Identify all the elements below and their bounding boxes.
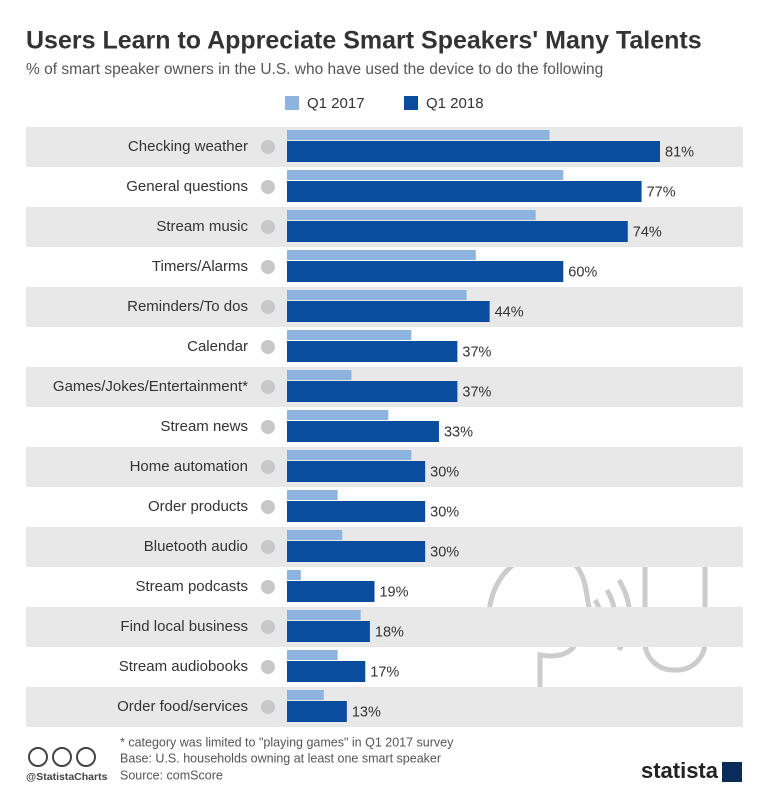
- legend-swatch: [404, 96, 418, 110]
- bar: [287, 541, 426, 562]
- category-icon: [261, 700, 275, 714]
- category-icon: [261, 500, 275, 514]
- category-label: Home automation: [130, 458, 248, 475]
- bar: [287, 341, 458, 362]
- category-label: Calendar: [187, 338, 248, 355]
- bar: [287, 570, 301, 580]
- value-label: 30%: [430, 504, 459, 520]
- bar: [287, 181, 642, 202]
- category-icon: [261, 460, 275, 474]
- bar: [287, 261, 564, 282]
- base-note: Base: U.S. households owning at least on…: [120, 751, 441, 765]
- bar: [287, 370, 352, 380]
- source: Source: comScore: [120, 768, 223, 782]
- value-label: 33%: [444, 424, 473, 440]
- value-label: 37%: [462, 344, 491, 360]
- bar: [287, 381, 458, 402]
- category-label: Checking weather: [128, 138, 248, 155]
- legend-swatch: [285, 96, 299, 110]
- bar: [287, 501, 426, 522]
- bar: [287, 610, 361, 620]
- bar: [287, 410, 389, 420]
- bar: [287, 330, 412, 340]
- row-band: [26, 687, 743, 727]
- category-icon: [261, 540, 275, 554]
- category-label: Games/Jokes/Entertainment*: [53, 378, 248, 395]
- bar: [287, 170, 564, 180]
- category-label: Order products: [148, 498, 248, 515]
- bar: [287, 301, 490, 322]
- license-icons: [28, 747, 96, 767]
- legend-label: Q1 2018: [426, 95, 484, 112]
- value-label: 37%: [462, 384, 491, 400]
- category-icon: [261, 180, 275, 194]
- bar: [287, 450, 412, 460]
- value-label: 30%: [430, 464, 459, 480]
- bar: [287, 290, 467, 300]
- category-label: Bluetooth audio: [144, 538, 248, 555]
- bar: [287, 690, 324, 700]
- bar: [287, 421, 439, 442]
- bar: [287, 210, 536, 220]
- bar: [287, 650, 338, 660]
- credit: @StatistaCharts: [26, 771, 108, 783]
- bar: [287, 141, 661, 162]
- category-icon: [261, 340, 275, 354]
- bar: [287, 461, 426, 482]
- category-label: Timers/Alarms: [152, 258, 248, 275]
- category-label: Stream audiobooks: [119, 658, 248, 675]
- value-label: 81%: [665, 144, 694, 160]
- value-label: 17%: [370, 664, 399, 680]
- bar: [287, 221, 628, 242]
- category-icon: [261, 620, 275, 634]
- value-label: 74%: [633, 224, 662, 240]
- category-label: Find local business: [120, 618, 248, 635]
- bar: [287, 490, 338, 500]
- category-label: General questions: [126, 178, 248, 195]
- head-icon: [486, 550, 593, 690]
- chart-title: Users Learn to Appreciate Smart Speakers…: [26, 27, 702, 55]
- brand-logo: statista: [641, 758, 719, 783]
- category-label: Stream podcasts: [135, 578, 248, 595]
- category-icon: [261, 420, 275, 434]
- category-icon: [261, 300, 275, 314]
- category-label: Order food/services: [117, 698, 248, 715]
- category-icon: [261, 660, 275, 674]
- row-band: [26, 607, 743, 647]
- category-label: Stream music: [156, 218, 248, 235]
- category-icon: [261, 220, 275, 234]
- value-label: 13%: [352, 704, 381, 720]
- category-icon: [261, 260, 275, 274]
- bar: [287, 581, 375, 602]
- value-label: 30%: [430, 544, 459, 560]
- legend-label: Q1 2017: [307, 95, 365, 112]
- value-label: 60%: [568, 264, 597, 280]
- value-label: 18%: [375, 624, 404, 640]
- bar: [287, 661, 366, 682]
- category-icon: [261, 380, 275, 394]
- value-label: 77%: [647, 184, 676, 200]
- value-label: 19%: [379, 584, 408, 600]
- chart-subtitle: % of smart speaker owners in the U.S. wh…: [26, 61, 603, 78]
- brand-mark: [722, 762, 742, 782]
- bar: [287, 530, 343, 540]
- bar: [287, 250, 476, 260]
- bar: [287, 701, 347, 722]
- category-label: Stream news: [160, 418, 248, 435]
- bar: [287, 130, 550, 140]
- category-icon: [261, 580, 275, 594]
- category-label: Reminders/To dos: [127, 298, 248, 315]
- bar: [287, 621, 370, 642]
- category-icon: [261, 140, 275, 154]
- value-label: 44%: [495, 304, 524, 320]
- footnote: * category was limited to "playing games…: [120, 735, 454, 749]
